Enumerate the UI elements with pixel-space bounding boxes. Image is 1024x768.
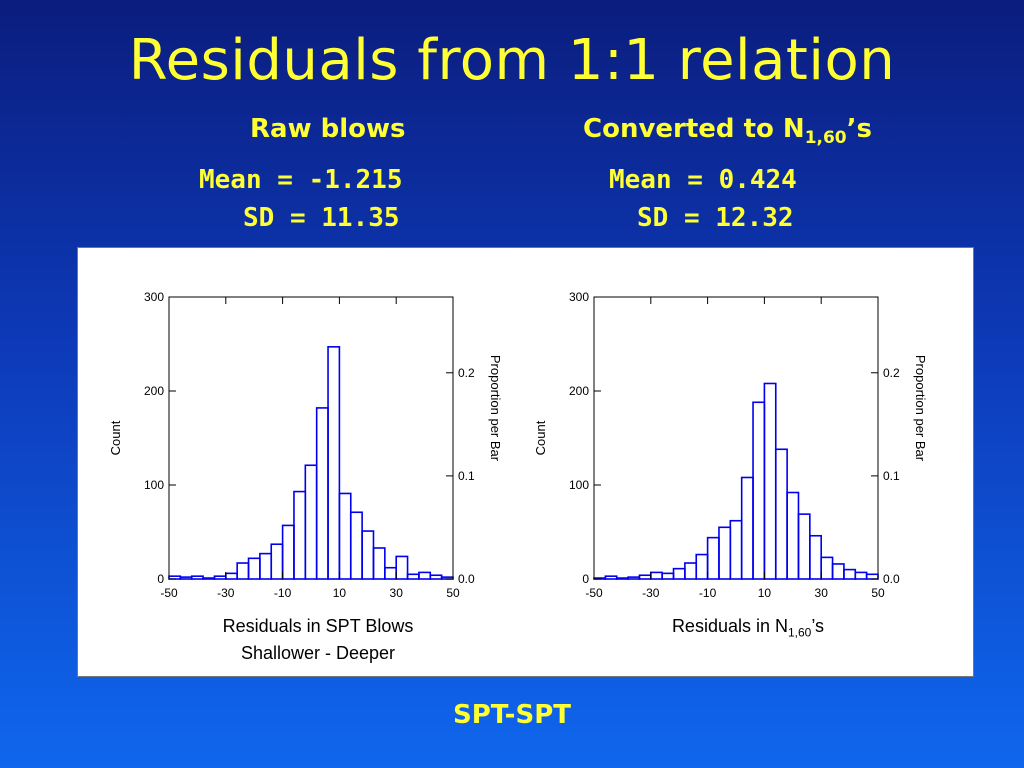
right-x-tick-label: -10	[699, 586, 717, 600]
right-histogram-bar	[684, 562, 698, 580]
left-histogram-bar	[179, 576, 193, 580]
right-histogram-bar	[854, 571, 868, 580]
right-y-axis-label: Count	[533, 420, 548, 455]
right-histogram-bar	[649, 571, 663, 580]
right-histogram-bar	[740, 476, 754, 580]
right-x-tick-label: -30	[642, 586, 660, 600]
right-y-tick-label: 0	[582, 572, 589, 586]
right-histogram-bar	[752, 401, 766, 580]
left-y2-tick-label: 0.0	[458, 572, 475, 586]
right-x-tick-label: 30	[815, 586, 829, 600]
right-histogram-bar	[809, 534, 823, 580]
right-sd: SD = 12.32	[637, 203, 794, 233]
right-y-tick-label: 300	[569, 290, 589, 304]
left-histogram-bar	[395, 555, 409, 580]
left-y2-tick-label: 0.2	[458, 366, 475, 380]
left-y-tick-label: 100	[144, 478, 164, 492]
left-histogram-bar	[202, 577, 216, 580]
right-x-tick-label: 10	[758, 586, 772, 600]
right-histogram-bar	[786, 491, 800, 580]
left-x-tick-label: 10	[333, 586, 347, 600]
right-histogram-bar	[831, 563, 845, 580]
right-plot-frame	[593, 296, 879, 580]
right-histogram-bar	[729, 519, 743, 580]
left-x-tick-label: -50	[160, 586, 178, 600]
right-histogram-bar	[615, 577, 629, 580]
right-histogram-bar	[865, 573, 879, 580]
left-plot-frame	[168, 296, 454, 580]
left-x-tick-label: 30	[390, 586, 404, 600]
left-histogram-bar	[304, 464, 318, 580]
right-histogram-bar	[718, 526, 732, 580]
left-header-label: Raw blows	[250, 114, 406, 144]
right-histogram-bar	[627, 576, 641, 580]
right-histogram-bar	[638, 574, 652, 580]
charts-panel: -50 -30 -10 10 30 50 0 100 200 300 0.0 0.1 0.2 Count P…	[77, 247, 974, 677]
right-histogram-bar	[604, 575, 618, 580]
footer-label: SPT-SPT	[452, 700, 571, 730]
left-y-tick-label: 300	[144, 290, 164, 304]
slide-title: Residuals from 1:1 relation	[128, 28, 896, 93]
right-x-caption: Residuals in N1,60’s	[671, 616, 825, 640]
right-x-tick-label: 50	[871, 586, 885, 600]
left-histogram-bar	[338, 492, 352, 580]
left-histogram-bar	[270, 543, 284, 580]
left-y-axis-label: Count	[108, 420, 123, 455]
left-histogram-bar	[372, 547, 386, 580]
left-y-tick-label: 0	[157, 572, 164, 586]
left-x-tick-label: -10	[274, 586, 292, 600]
left-x-tick-label: 50	[446, 586, 460, 600]
right-histogram-bar	[797, 513, 811, 580]
left-histogram-bar	[327, 346, 341, 580]
left-histogram-bar	[429, 574, 443, 580]
left-histogram-bar	[384, 566, 397, 580]
left-histogram-bar	[190, 575, 204, 580]
right-histogram-bar	[706, 536, 720, 580]
right-y-tick-label: 100	[569, 478, 589, 492]
left-sd: SD = 11.35	[243, 203, 400, 233]
left-histogram-bar	[315, 407, 329, 580]
right-y2-tick-label: 0.1	[883, 469, 900, 483]
left-histogram-bar	[247, 557, 261, 580]
left-histogram-bar	[293, 490, 307, 580]
right-histogram-bar	[672, 567, 686, 580]
right-histogram-bar	[843, 568, 857, 580]
right-mean: Mean = 0.424	[609, 165, 797, 195]
right-y2-axis-label: Proportion per Bar	[913, 355, 928, 462]
left-histogram-bar	[361, 530, 375, 580]
right-y2-tick-label: 0.0	[883, 572, 900, 586]
right-histogram-bar	[763, 382, 777, 580]
right-y2-tick-label: 0.2	[883, 366, 900, 380]
left-histogram-bar	[349, 511, 363, 580]
left-y2-axis-label: Proportion per Bar	[488, 355, 503, 462]
right-x-tick-label: -50	[585, 586, 603, 600]
right-histogram-bar	[774, 448, 788, 580]
right-histogram-bar	[661, 572, 675, 580]
right-header-label: Converted to N1,60’s	[583, 114, 872, 149]
left-histogram-bar	[236, 562, 250, 580]
left-x-caption-line2: Shallower - Deeper	[240, 643, 396, 663]
left-mean: Mean = -1.215	[199, 165, 403, 195]
left-y2-tick-label: 0.1	[458, 469, 475, 483]
left-histogram-bar	[418, 571, 432, 580]
right-histogram-bar	[695, 553, 709, 580]
left-histogram-bar	[406, 573, 420, 580]
left-histogram-bar	[225, 572, 238, 580]
left-x-tick-label: -30	[217, 586, 235, 600]
left-histogram-bar	[281, 524, 295, 580]
right-y-tick-label: 200	[569, 384, 589, 398]
left-x-caption-line1: Residuals in SPT Blows	[222, 616, 414, 636]
right-histogram-bar	[820, 556, 834, 580]
left-y-tick-label: 200	[144, 384, 164, 398]
left-histogram-bar	[259, 552, 273, 580]
left-histogram-bar	[213, 575, 227, 580]
